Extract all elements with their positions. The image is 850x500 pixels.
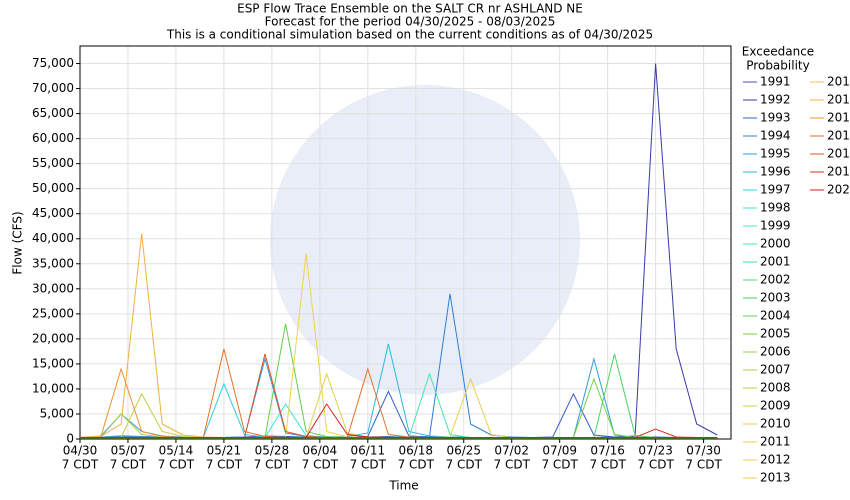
y-tick-label: 40,000 xyxy=(32,231,74,245)
legend-label: 2014 xyxy=(827,75,850,89)
legend-label: 2010 xyxy=(760,417,791,431)
legend-label: 2001 xyxy=(760,255,791,269)
y-tick-label: 10,000 xyxy=(32,381,74,395)
x-tick-label: 04/30 xyxy=(63,444,98,458)
legend-label: 2000 xyxy=(760,237,791,251)
y-tick-label: 20,000 xyxy=(32,331,74,345)
x-tick-sublabel: 7 CDT xyxy=(637,458,674,472)
series-line xyxy=(80,403,718,438)
y-tick-label: 75,000 xyxy=(32,56,74,70)
x-tick-label: 05/07 xyxy=(111,444,146,458)
x-tick-sublabel: 7 CDT xyxy=(302,458,339,472)
x-tick-sublabel: 7 CDT xyxy=(158,458,195,472)
y-tick-label: 55,000 xyxy=(32,156,74,170)
y-tick-label: 0 xyxy=(66,432,74,446)
x-tick-label: 05/28 xyxy=(255,444,290,458)
legend-label: 2009 xyxy=(760,399,791,413)
x-tick-label: 05/14 xyxy=(159,444,194,458)
y-tick-label: 65,000 xyxy=(32,106,74,120)
y-axis-label: Flow (CFS) xyxy=(11,211,25,274)
chart-subtitle: Forecast for the period 04/30/2025 - 08/… xyxy=(265,15,556,29)
legend-label: 2011 xyxy=(760,435,791,449)
y-tick-label: 70,000 xyxy=(32,81,74,95)
x-tick-label: 06/25 xyxy=(446,444,481,458)
y-tick-label: 35,000 xyxy=(32,256,74,270)
x-tick-sublabel: 7 CDT xyxy=(589,458,626,472)
x-tick-sublabel: 7 CDT xyxy=(206,458,243,472)
y-tick-label: 15,000 xyxy=(32,356,74,370)
legend-label: 2005 xyxy=(760,327,791,341)
x-tick-sublabel: 7 CDT xyxy=(494,458,531,472)
y-tick-label: 60,000 xyxy=(32,131,74,145)
legend-label: 2012 xyxy=(760,453,791,467)
x-tick-sublabel: 7 CDT xyxy=(62,458,99,472)
y-tick-label: 30,000 xyxy=(32,281,74,295)
x-tick-label: 06/11 xyxy=(351,444,386,458)
legend-label: 1998 xyxy=(760,201,791,215)
legend-label: 1999 xyxy=(760,219,791,233)
legend-label: 2018 xyxy=(827,147,850,161)
y-tick-label: 50,000 xyxy=(32,181,74,195)
x-tick-label: 06/04 xyxy=(303,444,338,458)
legend-label: 2013 xyxy=(760,471,791,485)
chart-note: This is a conditional simulation based o… xyxy=(166,28,653,42)
legend-label: 2002 xyxy=(760,273,791,287)
legend-title: Probability xyxy=(746,59,809,73)
x-tick-sublabel: 7 CDT xyxy=(398,458,435,472)
x-tick-sublabel: 7 CDT xyxy=(446,458,483,472)
legend-label: 1996 xyxy=(760,165,791,179)
legend-label: 2019 xyxy=(827,165,850,179)
x-tick-label: 07/16 xyxy=(590,444,625,458)
x-tick-sublabel: 7 CDT xyxy=(350,458,387,472)
legend-label: 2003 xyxy=(760,291,791,305)
legend-label: 2020 xyxy=(827,183,850,197)
legend-label: 2007 xyxy=(760,363,791,377)
x-tick-label: 05/21 xyxy=(207,444,242,458)
x-tick-label: 07/09 xyxy=(542,444,577,458)
legend-label: 1995 xyxy=(760,147,791,161)
x-tick-sublabel: 7 CDT xyxy=(254,458,291,472)
legend-label: 1997 xyxy=(760,183,791,197)
x-tick-label: 06/18 xyxy=(398,444,433,458)
y-tick-label: 45,000 xyxy=(32,206,74,220)
x-tick-label: 07/30 xyxy=(686,444,721,458)
legend-label: 1994 xyxy=(760,129,791,143)
plot-frame xyxy=(79,45,732,440)
y-tick-label: 5,000 xyxy=(40,406,74,420)
x-axis-label: Time xyxy=(388,479,418,493)
legend-label: 1993 xyxy=(760,111,791,125)
legend-label: 2015 xyxy=(827,93,850,107)
y-tick-label: 25,000 xyxy=(32,306,74,320)
watermark xyxy=(270,85,580,395)
legend-title: Exceedance xyxy=(742,45,814,59)
legend-label: 1991 xyxy=(760,75,791,89)
chart-title: ESP Flow Trace Ensemble on the SALT CR n… xyxy=(237,2,583,16)
legend-label: 2016 xyxy=(827,111,850,125)
legend-label: 2004 xyxy=(760,309,791,323)
legend-label: 1992 xyxy=(760,93,791,107)
legend-label: 2008 xyxy=(760,381,791,395)
x-tick-sublabel: 7 CDT xyxy=(541,458,578,472)
x-tick-label: 07/23 xyxy=(638,444,673,458)
x-tick-sublabel: 7 CDT xyxy=(110,458,147,472)
legend-label: 2017 xyxy=(827,129,850,143)
x-tick-label: 07/02 xyxy=(494,444,529,458)
legend-label: 2006 xyxy=(760,345,791,359)
x-tick-sublabel: 7 CDT xyxy=(685,458,722,472)
